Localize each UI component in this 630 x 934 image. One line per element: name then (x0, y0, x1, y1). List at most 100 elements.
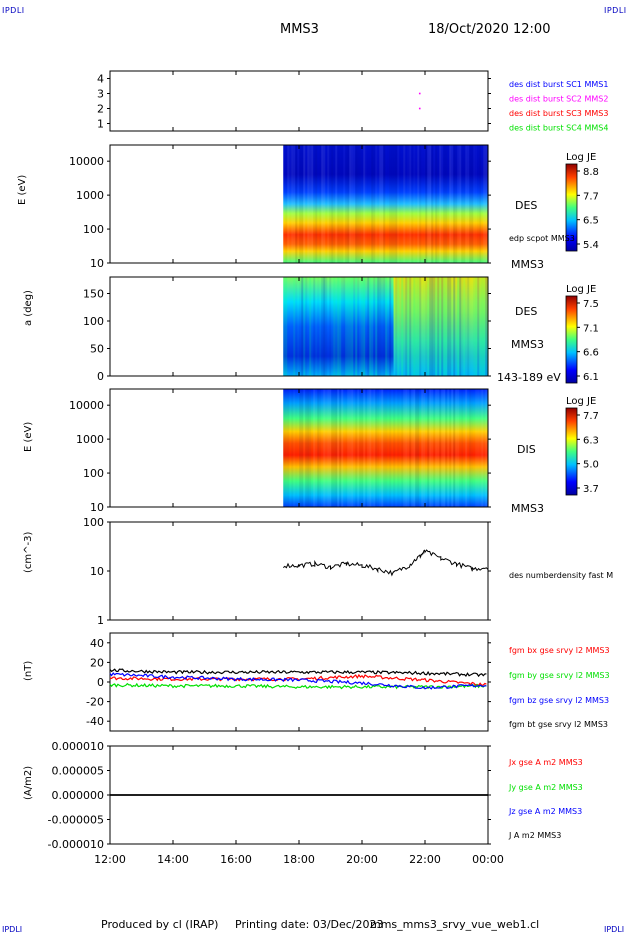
colorbar-tick-label: 8.8 (583, 167, 599, 178)
spectro-column (449, 277, 452, 376)
spectro-column (387, 389, 389, 507)
spectro-column (445, 277, 448, 376)
spectro-column (345, 277, 348, 376)
spectro-column (459, 389, 461, 507)
spectro-column (479, 389, 482, 507)
spectro-column (327, 389, 330, 507)
spectro-column (369, 145, 371, 263)
spectro-column (317, 277, 320, 376)
colorbar-tick-label: 6.1 (583, 372, 599, 383)
spectro-column (365, 277, 368, 376)
spectro-column (347, 389, 350, 507)
spectro-column (373, 145, 376, 263)
spectro-column (433, 277, 436, 376)
spectro-column (465, 145, 468, 263)
spectro-column (451, 145, 454, 263)
spectro-column (427, 145, 430, 263)
spectro-column (389, 145, 392, 263)
spectro-column (481, 389, 484, 507)
spectro-column (289, 145, 291, 263)
spectro-column (439, 389, 442, 507)
colorbar-tick-label: 7.1 (583, 323, 599, 334)
panel-label: MMS3 (511, 258, 544, 271)
spectro-column (375, 389, 378, 507)
spectro-column (373, 277, 376, 376)
spectro-column (469, 277, 471, 376)
spectro-column (409, 389, 412, 507)
y-tick-label: 10 (90, 257, 104, 270)
spectro-column (349, 389, 352, 507)
y-tick-label: 150 (83, 288, 104, 301)
corner-label-tl: IPDLI (2, 6, 25, 15)
spectro-column (461, 145, 464, 263)
spectro-column (343, 145, 345, 263)
spectro-column (301, 277, 304, 376)
spectro-column (379, 389, 381, 507)
y-tick-label: -40 (86, 715, 104, 728)
spectro-column (359, 389, 362, 507)
y-tick-label: 3 (97, 88, 104, 101)
legend-entry: fgm bz gse srvy l2 MMS3 (509, 696, 609, 705)
panel-label: MMS3 (511, 502, 544, 515)
spectro-column (357, 145, 360, 263)
spectro-column (383, 389, 386, 507)
spectro-column (341, 277, 344, 376)
spectro-column (381, 389, 384, 507)
colorbar-tick-label: 7.7 (583, 191, 599, 202)
spectro-column (379, 145, 382, 263)
spectro-column (479, 277, 482, 376)
spectro-column (481, 145, 483, 263)
spectro-column (301, 145, 304, 263)
spectro-column (355, 145, 358, 263)
spectro-column (437, 277, 440, 376)
spectro-column (447, 389, 450, 507)
spectro-column (339, 389, 342, 507)
x-tick-label: 18:00 (283, 853, 315, 866)
spectro-column (301, 389, 304, 507)
bfield-frame (109, 632, 489, 732)
spectro-column (401, 277, 404, 376)
y-tick-label: -0.000005 (48, 814, 104, 827)
corner-label-br: IPDLI (604, 925, 625, 934)
spectro-column (391, 145, 394, 263)
spectro-column (283, 389, 286, 507)
spectro-column (371, 389, 373, 507)
y-tick-label: 100 (83, 223, 104, 236)
spectro-column (429, 145, 432, 263)
spectro-column (353, 389, 355, 507)
spectro-column (415, 389, 418, 507)
spectro-column (305, 145, 307, 263)
spectro-column (367, 277, 370, 376)
x-tick-label: 14:00 (157, 853, 189, 866)
bfield-line (110, 673, 487, 687)
y-tick-label: 0.000005 (52, 765, 105, 778)
dis-energy-colorbar (565, 407, 578, 496)
legend-entry: Jy gse A m2 MMS3 (508, 783, 583, 792)
spectro-column (383, 145, 386, 263)
spectro-column (461, 277, 464, 376)
spectro-column (359, 277, 362, 376)
spectro-column (473, 389, 475, 507)
spectro-column (303, 277, 306, 376)
spectro-column (449, 389, 452, 507)
y-axis-label: E (eV) (17, 175, 28, 205)
dis-energy-spectrogram (283, 389, 488, 507)
spectro-column (443, 277, 446, 376)
spectro-column (405, 277, 408, 376)
spectro-column (427, 277, 430, 376)
spectro-column (447, 145, 449, 263)
y-tick-label: 0 (97, 370, 104, 383)
spectro-column (357, 389, 360, 507)
spectro-column (357, 277, 360, 376)
spectro-column (471, 389, 473, 507)
spectro-column (343, 277, 346, 376)
spectro-column (445, 389, 448, 507)
spectro-column (299, 277, 302, 376)
bfield-line (109, 668, 487, 678)
spectro-column (467, 389, 469, 507)
footer-printing-date: Printing date: 03/Dec/2023 (235, 918, 384, 931)
y-tick-label: 0 (97, 676, 104, 689)
spectro-column (315, 145, 318, 263)
spectro-column (421, 145, 423, 263)
spectro-column (443, 145, 446, 263)
